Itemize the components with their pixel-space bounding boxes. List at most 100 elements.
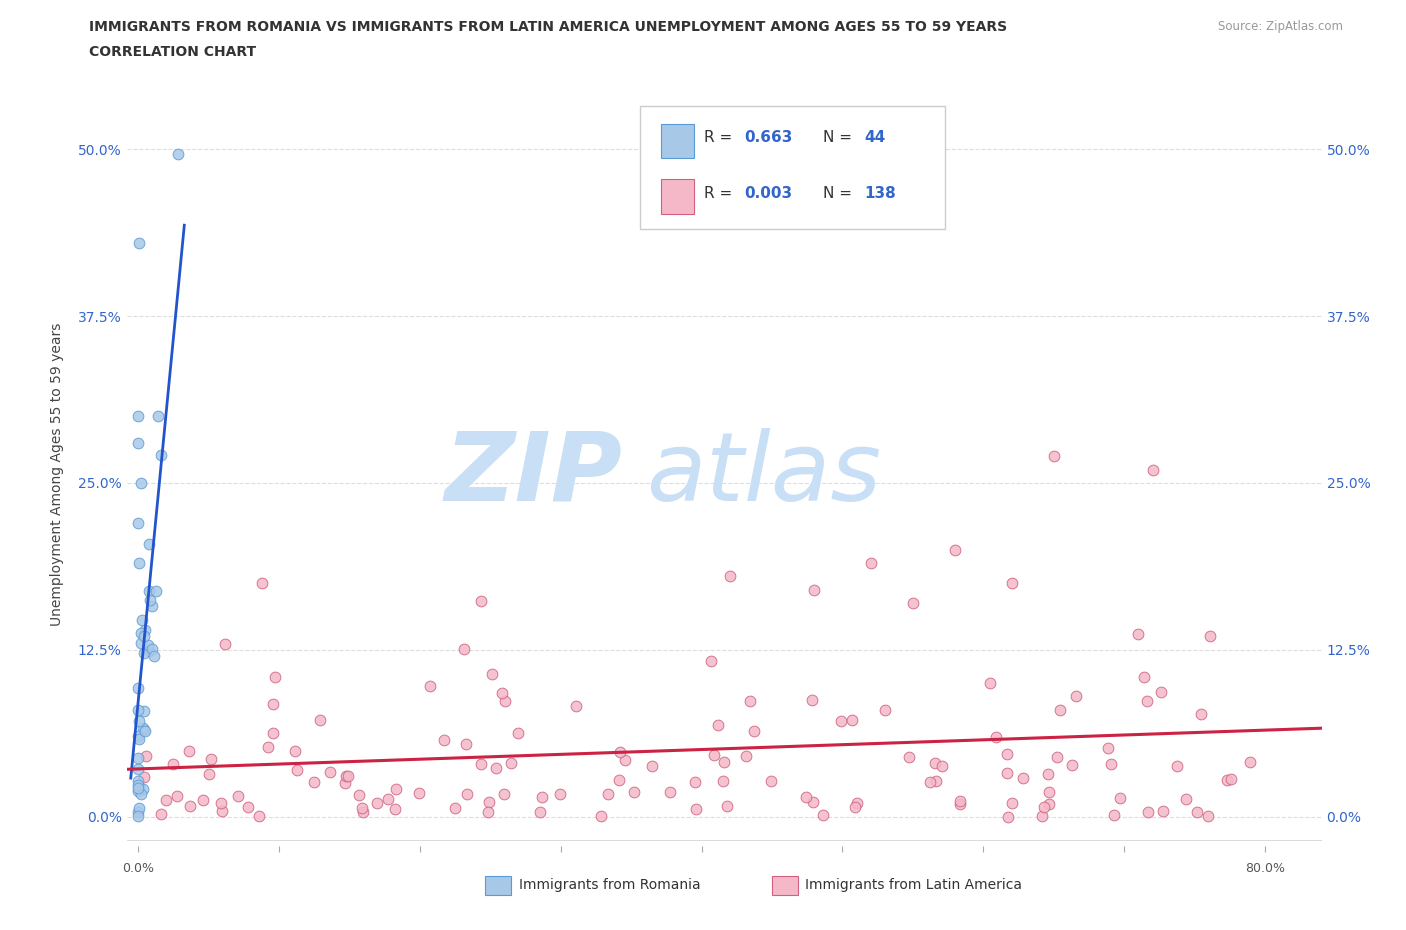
Text: atlas: atlas: [647, 428, 882, 521]
Point: [150, 807, 173, 822]
Point: [128, 713, 150, 728]
Point: [1038, 796, 1060, 811]
Point: [456, 786, 478, 801]
Point: [226, 789, 249, 804]
Point: [700, 653, 723, 668]
Point: [384, 802, 406, 817]
Point: [706, 718, 728, 733]
Point: [1166, 759, 1188, 774]
Point: [132, 781, 155, 796]
Point: [924, 756, 946, 771]
Point: [920, 774, 942, 789]
Point: [145, 584, 167, 599]
Point: [285, 763, 308, 777]
Point: [136, 638, 159, 653]
Point: [735, 749, 758, 764]
Point: [433, 733, 456, 748]
Point: [844, 800, 866, 815]
Point: [129, 635, 152, 650]
Text: Immigrants from Latin America: Immigrants from Latin America: [806, 878, 1022, 892]
Point: [984, 729, 1007, 744]
Point: [1036, 766, 1059, 781]
Point: [565, 698, 588, 713]
Point: [162, 757, 184, 772]
Point: [1185, 804, 1208, 819]
Point: [711, 773, 734, 788]
Point: [949, 797, 972, 812]
Point: [1126, 626, 1149, 641]
Point: [1001, 795, 1024, 810]
Point: [794, 790, 817, 804]
Point: [319, 764, 342, 779]
Point: [262, 697, 284, 711]
Point: [200, 752, 222, 767]
Point: [995, 746, 1018, 761]
Point: [1239, 754, 1261, 769]
Point: [1038, 785, 1060, 800]
Point: [1142, 462, 1164, 477]
Point: [350, 801, 373, 816]
Point: [127, 773, 149, 788]
Point: [179, 799, 201, 814]
Point: [127, 780, 149, 795]
Point: [419, 678, 441, 693]
Point: [979, 676, 1001, 691]
Point: [1136, 694, 1159, 709]
Point: [127, 409, 149, 424]
Point: [738, 694, 761, 709]
Point: [803, 582, 825, 597]
Point: [873, 703, 896, 718]
Point: [683, 775, 706, 790]
Text: 44: 44: [863, 130, 886, 145]
Point: [127, 435, 149, 450]
Point: [128, 235, 150, 250]
Point: [129, 625, 152, 640]
Point: [257, 740, 280, 755]
Point: [211, 804, 233, 819]
Point: [443, 801, 465, 816]
Point: [129, 475, 152, 490]
Point: [198, 767, 221, 782]
Point: [898, 750, 921, 764]
Point: [811, 807, 834, 822]
Point: [759, 774, 782, 789]
Point: [138, 644, 160, 658]
Point: [1099, 756, 1122, 771]
Point: [703, 748, 725, 763]
Point: [132, 723, 155, 737]
Text: CORRELATION CHART: CORRELATION CHART: [89, 45, 256, 59]
Point: [995, 765, 1018, 780]
Point: [949, 794, 972, 809]
Point: [589, 809, 612, 824]
Point: [508, 725, 530, 740]
Point: [609, 773, 631, 788]
Point: [470, 594, 492, 609]
Point: [236, 800, 259, 815]
Text: Source: ZipAtlas.com: Source: ZipAtlas.com: [1218, 20, 1343, 33]
Point: [1043, 449, 1066, 464]
Point: [127, 808, 149, 823]
FancyBboxPatch shape: [640, 106, 945, 229]
Point: [1175, 791, 1198, 806]
Point: [384, 781, 406, 796]
Point: [127, 728, 149, 743]
Point: [135, 749, 157, 764]
Point: [127, 804, 149, 819]
Point: [128, 731, 150, 746]
Point: [931, 759, 953, 774]
Point: [1049, 703, 1071, 718]
Point: [1109, 790, 1132, 805]
Point: [127, 784, 149, 799]
Point: [1046, 750, 1069, 764]
Point: [408, 786, 430, 801]
FancyBboxPatch shape: [661, 179, 695, 214]
Point: [1012, 771, 1035, 786]
Point: [477, 804, 499, 819]
Point: [127, 681, 149, 696]
Point: [801, 795, 824, 810]
Text: Immigrants from Romania: Immigrants from Romania: [519, 878, 700, 892]
Point: [609, 744, 631, 759]
Point: [352, 804, 374, 819]
Point: [134, 724, 156, 738]
Text: R =: R =: [704, 186, 733, 202]
